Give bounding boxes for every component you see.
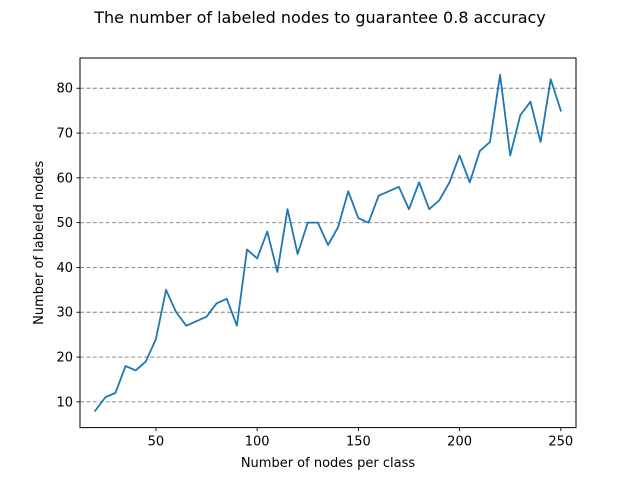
y-tick-label-40: 40 xyxy=(56,261,73,276)
x-axis-label: Number of nodes per class xyxy=(241,456,416,471)
y-tick-label-60: 60 xyxy=(56,171,73,186)
y-tick-label-80: 80 xyxy=(56,82,73,97)
x-tick-label-150: 150 xyxy=(346,435,371,450)
y-tick-label-20: 20 xyxy=(56,351,73,366)
series-layer xyxy=(93,73,562,413)
chart-title: The number of labeled nodes to guarantee… xyxy=(93,8,546,27)
y-axis-ticks: 10 20 30 40 50 60 70 80 xyxy=(56,82,80,410)
y-tick-label-50: 50 xyxy=(56,216,73,231)
plot-frame xyxy=(79,57,577,429)
series-line-0 xyxy=(93,73,562,413)
y-axis-label: Number of labeled nodes xyxy=(32,161,47,325)
x-tick-label-250: 250 xyxy=(548,435,573,450)
x-axis-ticks: 50 100 150 200 250 xyxy=(148,427,573,450)
y-tick-label-10: 10 xyxy=(56,395,73,410)
x-tick-label-50: 50 xyxy=(148,435,165,450)
gridlines xyxy=(80,87,576,403)
x-tick-label-200: 200 xyxy=(447,435,472,450)
x-tick-label-100: 100 xyxy=(245,435,270,450)
y-tick-label-30: 30 xyxy=(56,306,73,321)
y-tick-label-70: 70 xyxy=(56,127,73,142)
